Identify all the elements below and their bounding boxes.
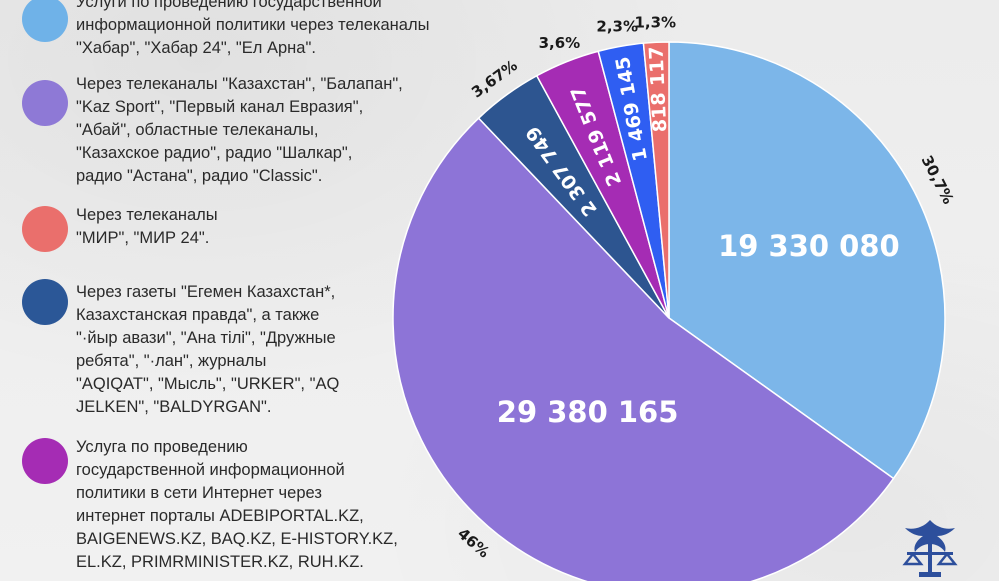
slice-value-label-khabar: 19 330 080 (718, 229, 900, 263)
legend-swatch (22, 279, 68, 325)
pie-slice-khabar (668, 41, 946, 480)
pie-slice-kazakhstan (392, 117, 895, 581)
legend-label: Через телеканалы "Казахстан", "Балапан",… (76, 75, 403, 185)
legend-swatch (22, 438, 68, 484)
legend-swatch (22, 0, 68, 42)
slice-percent-label-portals: 2,3% (596, 18, 638, 36)
legend-label: Услуга по проведению государственной инф… (76, 438, 398, 571)
legend: Услуги по проведению государственной инф… (0, 0, 460, 581)
slice-percent-label-mir: 1,3% (634, 13, 676, 31)
emblem-logo-icon (902, 520, 958, 577)
pie-slice-mir (642, 41, 670, 319)
legend-swatch (22, 206, 68, 252)
legend-label: Через газеты "Егемен Казахстан*, Казахст… (76, 283, 340, 416)
slice-percent-label-khabar: 30,7% (918, 153, 958, 208)
slice-value-label-mir: 818 117 (645, 46, 671, 133)
legend-swatch (22, 80, 68, 126)
slice-percent-label-kazakhstan: 46% (454, 524, 493, 561)
legend-label: Через телеканалы "МИР", "МИР 24". (76, 206, 218, 247)
slice-value-label-kazakhstan: 29 380 165 (497, 395, 679, 429)
legend-label: Услуги по проведению государственной инф… (76, 0, 430, 57)
slice-percent-label-internet: 3,6% (539, 34, 581, 52)
